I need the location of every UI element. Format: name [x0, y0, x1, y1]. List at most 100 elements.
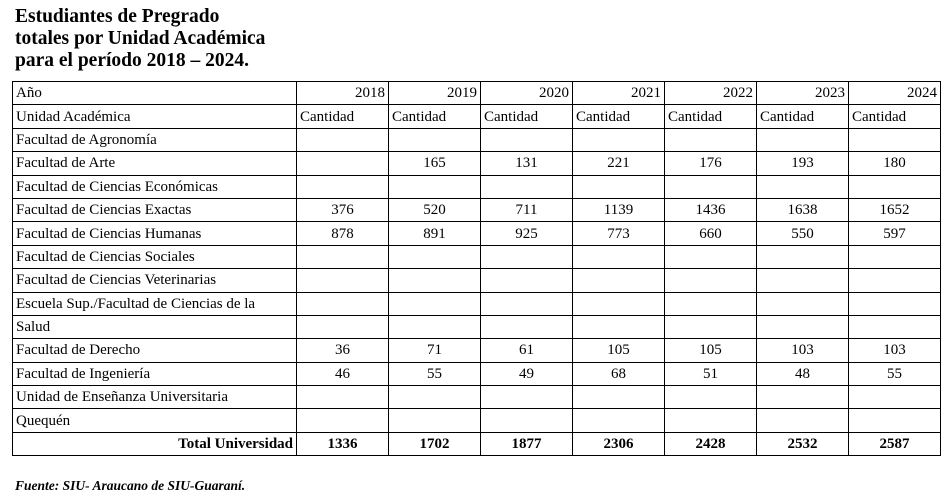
value-cell: 1336 — [296, 431, 389, 457]
empty-cell — [664, 408, 757, 433]
header-row: Unidad Académica Cantidad Cantidad Cantidad… — [12, 104, 941, 129]
row-label: Facultad de Ciencias Veterinarias — [12, 268, 297, 293]
empty-cell — [756, 244, 849, 270]
empty-cell — [756, 385, 849, 410]
value-cell: 1702 — [388, 431, 481, 457]
empty-cell — [572, 127, 665, 153]
data-row: Salud — [12, 314, 941, 340]
value-cell: 660 — [664, 221, 757, 246]
empty-cell — [848, 291, 941, 316]
empty-cell — [296, 268, 389, 293]
value-cell: 520 — [388, 197, 481, 223]
data-row: Facultad de Arte 165 131 221 176 193 180 — [12, 151, 941, 176]
data-row: Facultad de Ciencias Humanas 878 891 925 773… — [12, 221, 941, 246]
empty-cell — [848, 127, 941, 153]
value-cell: 1877 — [480, 431, 573, 457]
value-cell: 2428 — [664, 431, 757, 457]
value-cell: 55 — [848, 361, 941, 387]
data-row: Facultad de Ciencias Veterinarias — [12, 268, 941, 293]
value-cell: 176 — [664, 151, 757, 176]
empty-cell — [388, 291, 481, 316]
row-label: Facultad de Arte — [12, 151, 297, 176]
measure-cell: Cantidad — [756, 104, 849, 129]
value-cell: 46 — [296, 361, 389, 387]
value-cell: 2587 — [848, 431, 941, 457]
title-line: para el período 2018 – 2024. — [15, 50, 249, 71]
empty-cell — [480, 314, 573, 340]
value-cell: 891 — [388, 221, 481, 246]
source-note: Fuente: SIU- Araucano de SIU-Guaraní. — [15, 478, 246, 493]
value-cell: 376 — [296, 197, 389, 223]
empty-cell — [388, 127, 481, 153]
value-cell: 878 — [296, 221, 389, 246]
empty-cell — [388, 268, 481, 293]
value-cell: 71 — [388, 338, 481, 363]
data-row: Facultad de Ciencias Económicas — [12, 174, 941, 199]
empty-cell — [848, 314, 941, 340]
empty-cell — [756, 174, 849, 199]
value-cell: 711 — [480, 197, 573, 223]
year-cell: 2022 — [664, 80, 757, 106]
empty-cell — [572, 314, 665, 340]
value-cell: 550 — [756, 221, 849, 246]
data-row: Quequén — [12, 408, 941, 433]
data-row: Facultad de Ingeniería 46 55 49 68 51 48 55 — [12, 361, 941, 387]
empty-cell — [572, 408, 665, 433]
value-cell: 68 — [572, 361, 665, 387]
empty-cell — [388, 244, 481, 270]
value-cell: 105 — [664, 338, 757, 363]
value-cell: 1436 — [664, 197, 757, 223]
value-cell: 48 — [756, 361, 849, 387]
empty-cell — [572, 244, 665, 270]
measure-cell: Cantidad — [388, 104, 481, 129]
row-label: Salud — [12, 314, 297, 340]
empty-cell — [756, 408, 849, 433]
empty-cell — [480, 291, 573, 316]
empty-cell — [296, 385, 389, 410]
empty-cell — [480, 385, 573, 410]
empty-cell — [388, 408, 481, 433]
empty-cell — [480, 268, 573, 293]
row-label: Facultad de Ciencias Económicas — [12, 174, 297, 199]
value-cell: 103 — [848, 338, 941, 363]
empty-cell — [848, 408, 941, 433]
empty-cell — [664, 291, 757, 316]
measure-cell: Cantidad — [848, 104, 941, 129]
value-cell: 221 — [572, 151, 665, 176]
empty-cell — [664, 174, 757, 199]
empty-cell — [572, 174, 665, 199]
value-cell: 103 — [756, 338, 849, 363]
title: Estudiantes de Pregrado totales por Unida… — [15, 6, 265, 72]
data-row: Facultad de Ciencias Exactas 376 520 711 113… — [12, 197, 941, 223]
empty-cell — [848, 244, 941, 270]
empty-cell — [296, 174, 389, 199]
row-label: Facultad de Agronomía — [12, 127, 297, 153]
empty-cell — [296, 314, 389, 340]
year-cell: 2018 — [296, 80, 389, 106]
value-cell: 61 — [480, 338, 573, 363]
row-label: Quequén — [12, 408, 297, 433]
empty-cell — [480, 244, 573, 270]
data-row: Facultad de Derecho 36 71 61 105 105 103 103 — [12, 338, 941, 363]
value-cell: 1139 — [572, 197, 665, 223]
header-cell: Año — [12, 80, 297, 106]
header-row: Año 2018 2019 2020 2021 2022 2023 2024 — [12, 80, 941, 106]
value-cell: 773 — [572, 221, 665, 246]
empty-cell — [756, 314, 849, 340]
row-label: Facultad de Derecho — [12, 338, 297, 363]
year-cell: 2019 — [388, 80, 481, 106]
row-label: Facultad de Ingeniería — [12, 361, 297, 387]
empty-cell — [664, 314, 757, 340]
total-row: Total Universidad 1336 1702 1877 2306 2428 253… — [12, 431, 941, 457]
value-cell: 36 — [296, 338, 389, 363]
value-cell: 165 — [388, 151, 481, 176]
value-cell: 55 — [388, 361, 481, 387]
empty-cell — [756, 268, 849, 293]
empty-cell — [572, 385, 665, 410]
value-cell: 105 — [572, 338, 665, 363]
value-cell: 1638 — [756, 197, 849, 223]
value-cell: 2306 — [572, 431, 665, 457]
empty-cell — [388, 174, 481, 199]
measure-cell: Cantidad — [572, 104, 665, 129]
